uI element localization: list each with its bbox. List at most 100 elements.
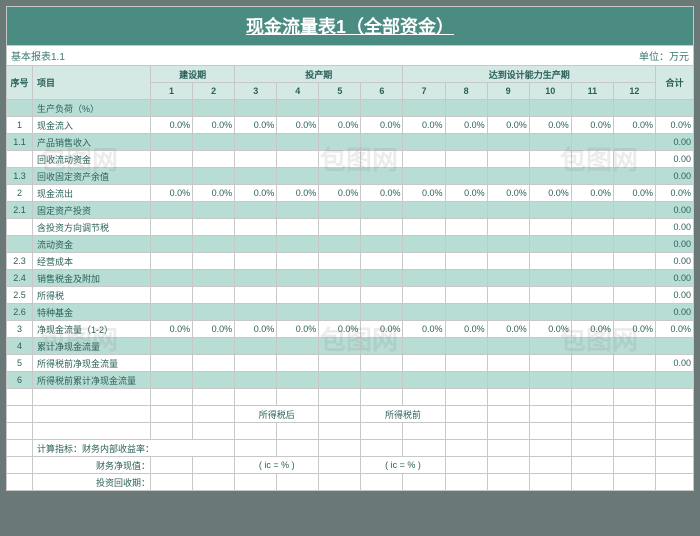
cell-value[interactable] xyxy=(151,151,193,168)
cell-value[interactable] xyxy=(151,304,193,321)
cell-value[interactable] xyxy=(613,219,655,236)
cell-value[interactable] xyxy=(613,236,655,253)
cell-value[interactable] xyxy=(403,236,445,253)
cell-value[interactable] xyxy=(277,236,319,253)
cell-value[interactable] xyxy=(193,100,235,117)
cell-value[interactable] xyxy=(235,355,277,372)
cell-value[interactable] xyxy=(529,253,571,270)
cell-value[interactable] xyxy=(613,202,655,219)
cell-value[interactable] xyxy=(193,287,235,304)
cell-value[interactable]: 0.0% xyxy=(277,185,319,202)
cell-value[interactable] xyxy=(151,338,193,355)
cell-value[interactable]: 0.0% xyxy=(445,185,487,202)
cell-value[interactable] xyxy=(571,100,613,117)
cell-value[interactable] xyxy=(193,151,235,168)
cell-value[interactable] xyxy=(571,151,613,168)
cell-value[interactable]: 0.0% xyxy=(487,185,529,202)
cell-value[interactable] xyxy=(235,270,277,287)
cell-value[interactable] xyxy=(235,134,277,151)
cell-value[interactable] xyxy=(361,100,403,117)
cell-value[interactable]: 0.0% xyxy=(487,117,529,134)
cell-value[interactable] xyxy=(487,219,529,236)
cell-value[interactable] xyxy=(277,253,319,270)
cell-value[interactable] xyxy=(319,338,361,355)
cell-value[interactable]: 0.0% xyxy=(613,185,655,202)
cell-value[interactable] xyxy=(193,270,235,287)
cell-value[interactable]: 0.0% xyxy=(529,321,571,338)
cell-value[interactable] xyxy=(151,100,193,117)
cell-value[interactable] xyxy=(361,202,403,219)
cell-value[interactable] xyxy=(319,134,361,151)
cell-value[interactable] xyxy=(571,168,613,185)
cell-value[interactable] xyxy=(151,219,193,236)
cell-value[interactable]: 0.0% xyxy=(571,185,613,202)
cell-value[interactable] xyxy=(571,202,613,219)
cell-value[interactable] xyxy=(193,304,235,321)
cell-value[interactable]: 0.0% xyxy=(403,321,445,338)
cell-value[interactable] xyxy=(277,338,319,355)
cell-value[interactable]: 0.0% xyxy=(193,185,235,202)
cell-value[interactable] xyxy=(403,202,445,219)
cell-value[interactable] xyxy=(151,236,193,253)
cell-value[interactable]: 0.0% xyxy=(319,321,361,338)
cell-value[interactable] xyxy=(613,338,655,355)
cell-value[interactable] xyxy=(403,270,445,287)
cell-value[interactable] xyxy=(277,270,319,287)
cell-value[interactable] xyxy=(487,287,529,304)
cell-value[interactable] xyxy=(319,287,361,304)
cell-value[interactable]: 0.0% xyxy=(319,117,361,134)
cell-value[interactable] xyxy=(445,253,487,270)
cell-value[interactable] xyxy=(445,338,487,355)
cell-value[interactable]: 0.0% xyxy=(403,117,445,134)
cell-value[interactable] xyxy=(361,236,403,253)
cell-value[interactable] xyxy=(403,134,445,151)
cell-value[interactable] xyxy=(193,372,235,389)
cell-value[interactable] xyxy=(403,304,445,321)
cell-value[interactable] xyxy=(151,168,193,185)
cell-value[interactable]: 0.0% xyxy=(487,321,529,338)
cell-value[interactable] xyxy=(235,202,277,219)
cell-value[interactable] xyxy=(445,134,487,151)
cell-value[interactable] xyxy=(403,253,445,270)
cell-value[interactable] xyxy=(403,372,445,389)
cell-value[interactable] xyxy=(319,236,361,253)
cell-value[interactable] xyxy=(487,168,529,185)
cell-value[interactable] xyxy=(361,372,403,389)
cell-value[interactable]: 0.0% xyxy=(235,117,277,134)
cell-value[interactable] xyxy=(613,372,655,389)
cell-value[interactable] xyxy=(361,134,403,151)
cell-value[interactable] xyxy=(487,253,529,270)
cell-value[interactable] xyxy=(613,355,655,372)
cell-value[interactable] xyxy=(529,338,571,355)
cell-value[interactable] xyxy=(277,168,319,185)
cell-value[interactable] xyxy=(235,168,277,185)
cell-value[interactable] xyxy=(361,304,403,321)
cell-value[interactable] xyxy=(151,134,193,151)
cell-value[interactable] xyxy=(487,304,529,321)
cell-value[interactable] xyxy=(193,134,235,151)
cell-value[interactable] xyxy=(361,270,403,287)
cell-value[interactable] xyxy=(613,304,655,321)
cell-value[interactable] xyxy=(235,304,277,321)
cell-value[interactable]: 0.0% xyxy=(151,321,193,338)
cell-value[interactable] xyxy=(529,100,571,117)
cell-value[interactable] xyxy=(613,100,655,117)
cell-value[interactable] xyxy=(319,219,361,236)
cell-value[interactable] xyxy=(361,219,403,236)
cell-value[interactable] xyxy=(361,168,403,185)
cell-value[interactable] xyxy=(613,253,655,270)
cell-value[interactable]: 0.0% xyxy=(361,321,403,338)
cell-value[interactable]: 0.0% xyxy=(613,117,655,134)
cell-value[interactable] xyxy=(487,236,529,253)
cell-value[interactable] xyxy=(193,219,235,236)
cell-value[interactable] xyxy=(403,355,445,372)
cell-value[interactable] xyxy=(529,287,571,304)
cell-value[interactable] xyxy=(403,168,445,185)
cell-value[interactable] xyxy=(319,270,361,287)
cell-value[interactable] xyxy=(277,304,319,321)
cell-value[interactable] xyxy=(403,338,445,355)
cell-value[interactable] xyxy=(613,168,655,185)
cell-value[interactable] xyxy=(445,202,487,219)
cell-value[interactable] xyxy=(571,355,613,372)
cell-value[interactable]: 0.0% xyxy=(403,185,445,202)
